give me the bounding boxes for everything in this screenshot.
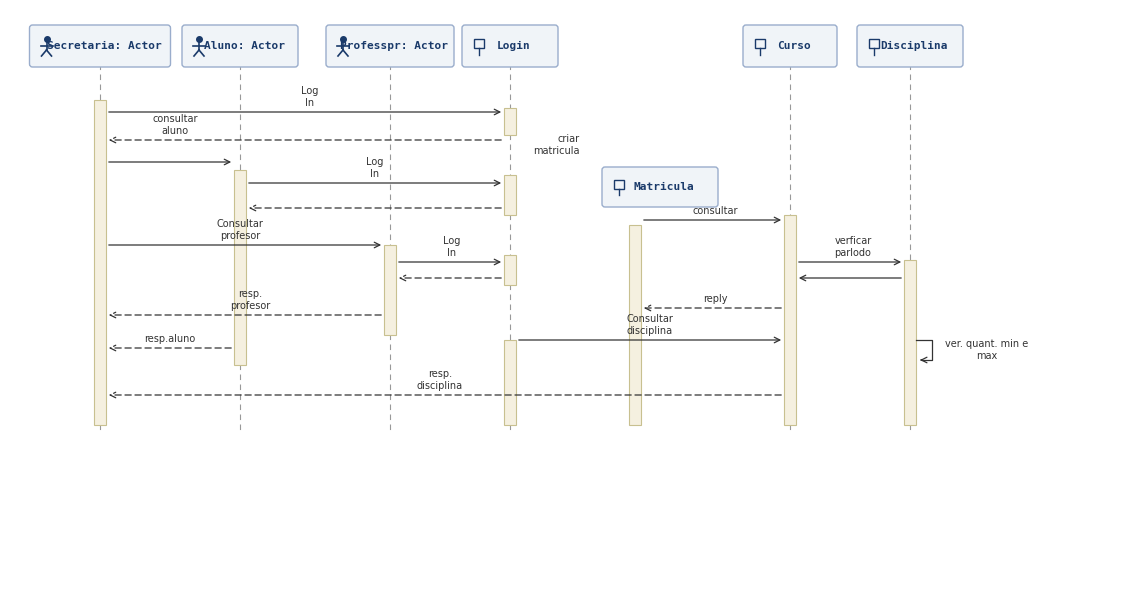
FancyBboxPatch shape — [326, 25, 454, 67]
Bar — [504, 255, 515, 285]
Bar — [869, 39, 879, 48]
FancyBboxPatch shape — [857, 25, 964, 67]
Text: reply: reply — [703, 294, 727, 304]
FancyBboxPatch shape — [743, 25, 837, 67]
Bar — [784, 215, 796, 425]
Text: Curso: Curso — [777, 41, 810, 51]
FancyBboxPatch shape — [30, 25, 170, 67]
FancyBboxPatch shape — [462, 25, 558, 67]
Text: Log
In: Log In — [366, 157, 384, 179]
Text: Consultar
disciplina: Consultar disciplina — [626, 314, 673, 336]
Bar — [504, 340, 515, 425]
Bar — [904, 260, 916, 425]
Bar — [504, 175, 515, 215]
Bar — [756, 39, 765, 48]
Text: resp.
profesor: resp. profesor — [230, 290, 270, 311]
Text: ver. quant. min e
max: ver. quant. min e max — [945, 339, 1029, 361]
Bar — [234, 170, 246, 365]
Text: criar
matricula: criar matricula — [534, 134, 580, 156]
FancyBboxPatch shape — [602, 167, 718, 207]
Text: Log
In: Log In — [302, 86, 319, 108]
Bar — [94, 100, 106, 425]
Text: Professpr: Actor: Professpr: Actor — [339, 41, 448, 51]
Text: Disciplina: Disciplina — [880, 41, 948, 51]
Text: verficar
parlodo: verficar parlodo — [834, 236, 872, 258]
Text: Consultar
profesor: Consultar profesor — [216, 219, 263, 241]
Bar — [504, 108, 515, 135]
Bar — [474, 39, 483, 48]
Text: Secretaria: Actor: Secretaria: Actor — [47, 41, 161, 51]
Text: resp.aluno: resp.aluno — [144, 334, 195, 344]
Bar — [629, 225, 641, 425]
Text: consultar: consultar — [693, 206, 737, 216]
Text: Login: Login — [497, 41, 530, 51]
Text: Aluno: Actor: Aluno: Actor — [203, 41, 285, 51]
FancyBboxPatch shape — [182, 25, 298, 67]
Text: consultar
aluno: consultar aluno — [152, 115, 198, 136]
Bar — [614, 180, 624, 189]
Text: Matricula: Matricula — [633, 182, 695, 192]
Text: Log
In: Log In — [443, 236, 461, 258]
Bar — [384, 245, 395, 335]
Text: resp.
disciplina: resp. disciplina — [417, 369, 463, 391]
